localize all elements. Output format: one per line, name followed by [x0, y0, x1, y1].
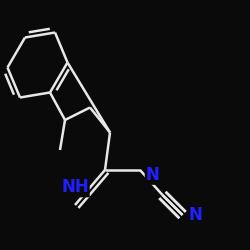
Text: N: N	[188, 206, 202, 224]
Text: N: N	[146, 166, 160, 184]
Text: NH: NH	[61, 178, 89, 196]
Text: NH: NH	[61, 178, 89, 196]
Text: N: N	[146, 166, 160, 184]
Text: N: N	[188, 206, 202, 224]
